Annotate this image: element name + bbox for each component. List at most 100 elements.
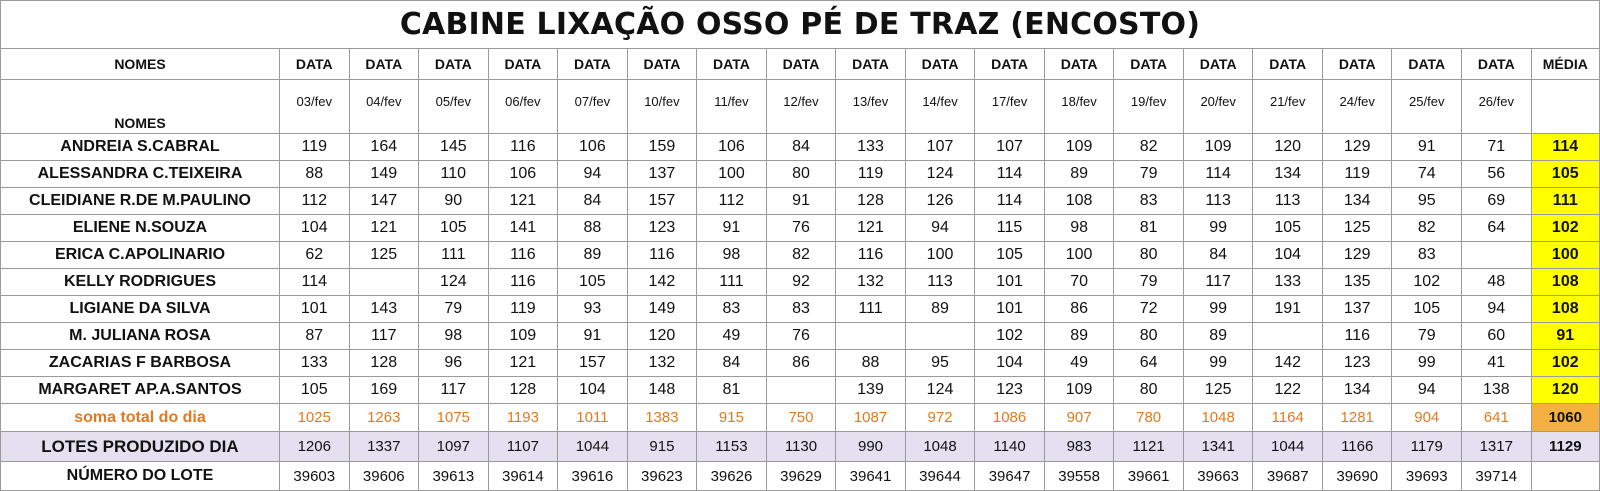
value-cell[interactable]: 112 bbox=[278, 187, 350, 215]
numero-value-cell[interactable]: 39603 bbox=[278, 461, 350, 491]
header-data-cell[interactable]: DATA bbox=[696, 48, 767, 80]
value-cell[interactable]: 137 bbox=[1321, 295, 1393, 323]
lotes-value-cell[interactable]: 1337 bbox=[348, 431, 420, 462]
value-cell[interactable]: 83 bbox=[765, 295, 837, 323]
value-cell[interactable]: 107 bbox=[904, 133, 976, 161]
date-cell[interactable]: 21/fev bbox=[1252, 79, 1323, 134]
header-data-cell[interactable]: DATA bbox=[974, 48, 1045, 80]
soma-value-cell[interactable]: 1383 bbox=[626, 403, 698, 432]
value-cell[interactable]: 100 bbox=[904, 241, 976, 269]
media-cell[interactable]: 111 bbox=[1530, 187, 1600, 215]
value-cell[interactable]: 101 bbox=[974, 268, 1045, 296]
value-cell[interactable]: 80 bbox=[1113, 376, 1184, 404]
value-cell[interactable]: 120 bbox=[1252, 133, 1323, 161]
value-cell[interactable]: 107 bbox=[974, 133, 1045, 161]
value-cell[interactable]: 81 bbox=[696, 376, 767, 404]
value-cell[interactable]: 90 bbox=[418, 187, 489, 215]
lotes-value-cell[interactable]: 1206 bbox=[278, 431, 350, 462]
value-cell[interactable]: 80 bbox=[765, 160, 837, 188]
value-cell[interactable] bbox=[765, 376, 837, 404]
header-data-cell[interactable]: DATA bbox=[1043, 48, 1115, 80]
value-cell[interactable]: 56 bbox=[1461, 160, 1532, 188]
value-cell[interactable]: 69 bbox=[1461, 187, 1532, 215]
value-cell[interactable]: 105 bbox=[278, 376, 350, 404]
numero-value-cell[interactable]: 39641 bbox=[835, 461, 906, 491]
value-cell[interactable]: 89 bbox=[557, 241, 628, 269]
media-cell[interactable]: 114 bbox=[1530, 133, 1600, 161]
numero-label-cell[interactable]: NÚMERO DO LOTE bbox=[0, 461, 280, 491]
value-cell[interactable]: 114 bbox=[974, 187, 1045, 215]
value-cell[interactable]: 88 bbox=[835, 349, 906, 377]
value-cell[interactable] bbox=[348, 268, 420, 296]
value-cell[interactable]: 91 bbox=[557, 322, 628, 350]
employee-name-cell[interactable]: KELLY RODRIGUES bbox=[0, 268, 280, 296]
value-cell[interactable]: 86 bbox=[1043, 295, 1115, 323]
soma-value-cell[interactable]: 904 bbox=[1391, 403, 1463, 432]
value-cell[interactable]: 109 bbox=[487, 322, 559, 350]
value-cell[interactable]: 141 bbox=[487, 214, 559, 242]
value-cell[interactable]: 113 bbox=[1252, 187, 1323, 215]
value-cell[interactable]: 48 bbox=[1461, 268, 1532, 296]
value-cell[interactable]: 128 bbox=[348, 349, 420, 377]
value-cell[interactable]: 145 bbox=[418, 133, 489, 161]
value-cell[interactable]: 148 bbox=[626, 376, 698, 404]
value-cell[interactable]: 121 bbox=[835, 214, 906, 242]
value-cell[interactable]: 89 bbox=[1182, 322, 1254, 350]
media-cell[interactable]: 100 bbox=[1530, 241, 1600, 269]
value-cell[interactable]: 111 bbox=[696, 268, 767, 296]
numero-value-cell[interactable]: 39644 bbox=[904, 461, 976, 491]
value-cell[interactable]: 76 bbox=[765, 322, 837, 350]
value-cell[interactable]: 95 bbox=[1391, 187, 1463, 215]
numero-value-cell[interactable]: 39626 bbox=[696, 461, 767, 491]
date-cell[interactable]: 10/fev bbox=[626, 79, 698, 134]
date-cell[interactable]: 13/fev bbox=[835, 79, 906, 134]
lotes-value-cell[interactable]: 1097 bbox=[418, 431, 489, 462]
employee-name-cell[interactable]: M. JULIANA ROSA bbox=[0, 322, 280, 350]
value-cell[interactable]: 142 bbox=[1252, 349, 1323, 377]
lotes-value-cell[interactable]: 915 bbox=[626, 431, 698, 462]
value-cell[interactable] bbox=[1461, 241, 1532, 269]
soma-value-cell[interactable]: 1263 bbox=[348, 403, 420, 432]
value-cell[interactable]: 99 bbox=[1182, 349, 1254, 377]
date-cell[interactable]: 05/fev bbox=[418, 79, 489, 134]
value-cell[interactable]: 99 bbox=[1391, 349, 1463, 377]
value-cell[interactable]: 123 bbox=[626, 214, 698, 242]
value-cell[interactable]: 113 bbox=[1182, 187, 1254, 215]
header-data-cell[interactable]: DATA bbox=[278, 48, 350, 80]
value-cell[interactable]: 132 bbox=[626, 349, 698, 377]
value-cell[interactable]: 79 bbox=[1113, 160, 1184, 188]
value-cell[interactable]: 134 bbox=[1321, 187, 1393, 215]
date-cell[interactable]: 03/fev bbox=[278, 79, 350, 134]
numero-value-cell[interactable]: 39690 bbox=[1321, 461, 1393, 491]
employee-name-cell[interactable]: ERICA C.APOLINARIO bbox=[0, 241, 280, 269]
value-cell[interactable]: 125 bbox=[1182, 376, 1254, 404]
header-data-cell[interactable]: DATA bbox=[1321, 48, 1393, 80]
value-cell[interactable]: 105 bbox=[974, 241, 1045, 269]
media-cell[interactable]: 91 bbox=[1530, 322, 1600, 350]
soma-value-cell[interactable]: 1164 bbox=[1252, 403, 1323, 432]
value-cell[interactable]: 86 bbox=[765, 349, 837, 377]
soma-value-cell[interactable]: 1086 bbox=[974, 403, 1045, 432]
soma-value-cell[interactable]: 1281 bbox=[1321, 403, 1393, 432]
value-cell[interactable]: 104 bbox=[557, 376, 628, 404]
date-cell[interactable]: 25/fev bbox=[1391, 79, 1463, 134]
value-cell[interactable]: 114 bbox=[974, 160, 1045, 188]
value-cell[interactable]: 100 bbox=[696, 160, 767, 188]
soma-value-cell[interactable]: 1193 bbox=[487, 403, 559, 432]
media-cell[interactable]: 108 bbox=[1530, 295, 1600, 323]
value-cell[interactable]: 116 bbox=[1321, 322, 1393, 350]
value-cell[interactable]: 138 bbox=[1461, 376, 1532, 404]
lotes-value-cell[interactable]: 1317 bbox=[1461, 431, 1532, 462]
value-cell[interactable]: 100 bbox=[1043, 241, 1115, 269]
value-cell[interactable]: 133 bbox=[835, 133, 906, 161]
soma-value-cell[interactable]: 1087 bbox=[835, 403, 906, 432]
value-cell[interactable]: 105 bbox=[557, 268, 628, 296]
numero-value-cell[interactable]: 39616 bbox=[557, 461, 628, 491]
lotes-value-cell[interactable]: 983 bbox=[1043, 431, 1115, 462]
value-cell[interactable]: 128 bbox=[487, 376, 559, 404]
value-cell[interactable]: 116 bbox=[487, 268, 559, 296]
soma-value-cell[interactable]: 780 bbox=[1113, 403, 1184, 432]
value-cell[interactable]: 112 bbox=[696, 187, 767, 215]
value-cell[interactable]: 101 bbox=[974, 295, 1045, 323]
header-data-cell[interactable]: DATA bbox=[1461, 48, 1532, 80]
